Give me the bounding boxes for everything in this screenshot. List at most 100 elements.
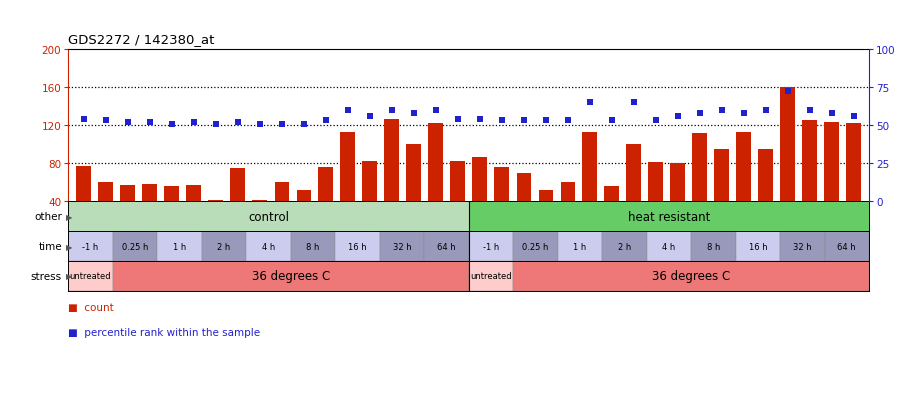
Bar (494, 168, 509, 240)
Text: 8 h: 8 h (707, 242, 720, 251)
Text: 64 h: 64 h (837, 242, 856, 251)
Text: 1 h: 1 h (173, 242, 187, 251)
Bar (780, 232, 824, 261)
Bar (202, 232, 247, 261)
Point (714, 107, 729, 114)
Bar (230, 169, 245, 240)
Bar (187, 186, 201, 240)
Text: 1 h: 1 h (573, 242, 587, 251)
Bar (362, 162, 377, 240)
Text: GDS2272 / 142380_at: GDS2272 / 142380_at (68, 33, 215, 45)
Text: untreated: untreated (470, 272, 511, 281)
Text: untreated: untreated (70, 272, 111, 281)
Point (803, 107, 817, 114)
Point (736, 110, 751, 117)
Text: -1 h: -1 h (483, 242, 499, 251)
Text: 16 h: 16 h (749, 242, 767, 251)
Bar (469, 202, 869, 232)
Bar (407, 145, 420, 240)
Text: 2 h: 2 h (618, 242, 631, 251)
Bar (558, 232, 602, 261)
Point (582, 100, 597, 106)
Point (208, 121, 223, 128)
Text: heat resistant: heat resistant (628, 210, 710, 223)
Bar (513, 232, 558, 261)
Text: control: control (248, 210, 289, 223)
Bar (472, 157, 487, 240)
Point (230, 119, 245, 126)
Bar (68, 261, 113, 291)
Bar (647, 232, 691, 261)
Point (252, 121, 267, 128)
Bar (450, 162, 465, 240)
Bar (469, 232, 513, 261)
Bar (691, 232, 735, 261)
Bar (247, 232, 290, 261)
Text: ▶: ▶ (66, 242, 73, 251)
Text: 0.25 h: 0.25 h (522, 242, 549, 251)
Bar (252, 200, 267, 240)
Bar (671, 164, 685, 240)
Bar (113, 261, 469, 291)
Point (824, 110, 839, 117)
Bar (297, 190, 311, 240)
Bar (385, 120, 399, 240)
Bar (714, 150, 729, 240)
Bar (846, 124, 861, 240)
Point (384, 107, 399, 114)
Bar (157, 232, 202, 261)
Bar (561, 183, 575, 240)
Text: 32 h: 32 h (793, 242, 812, 251)
Bar (539, 190, 552, 240)
Text: 0.25 h: 0.25 h (122, 242, 148, 251)
Point (142, 119, 157, 126)
Bar (735, 232, 780, 261)
Text: 36 degrees C: 36 degrees C (251, 270, 329, 283)
Bar (429, 124, 443, 240)
Bar (379, 232, 424, 261)
Point (781, 89, 795, 95)
Point (275, 121, 289, 128)
Bar (68, 232, 113, 261)
Text: other: other (34, 212, 62, 222)
Bar (759, 150, 773, 240)
Bar (424, 232, 469, 261)
Text: stress: stress (31, 271, 62, 281)
Text: 4 h: 4 h (262, 242, 275, 251)
Point (561, 118, 575, 124)
Point (648, 118, 662, 124)
Bar (803, 121, 817, 240)
Text: ■  percentile rank within the sample: ■ percentile rank within the sample (68, 328, 260, 337)
Bar (208, 200, 223, 240)
Point (516, 118, 531, 124)
Bar (290, 232, 335, 261)
Bar (98, 183, 113, 240)
Point (450, 116, 465, 123)
Point (758, 107, 773, 114)
Bar (68, 202, 469, 232)
Point (671, 113, 685, 120)
Bar (604, 187, 619, 240)
Bar (781, 88, 794, 240)
Text: 64 h: 64 h (437, 242, 456, 251)
Bar (275, 183, 288, 240)
Text: 8 h: 8 h (307, 242, 319, 251)
Bar (318, 168, 333, 240)
Text: ■  count: ■ count (68, 303, 114, 313)
Bar (736, 133, 751, 240)
Bar (469, 261, 513, 291)
Point (472, 116, 487, 123)
Point (693, 110, 707, 117)
Point (626, 100, 641, 106)
Point (604, 118, 619, 124)
Text: time: time (38, 242, 62, 252)
Text: -1 h: -1 h (83, 242, 98, 251)
Text: 2 h: 2 h (217, 242, 230, 251)
Bar (824, 232, 869, 261)
Point (98, 118, 113, 124)
Bar (517, 173, 531, 240)
Text: 36 degrees C: 36 degrees C (652, 270, 730, 283)
Point (76, 116, 91, 123)
Point (340, 107, 355, 114)
Point (187, 119, 201, 126)
